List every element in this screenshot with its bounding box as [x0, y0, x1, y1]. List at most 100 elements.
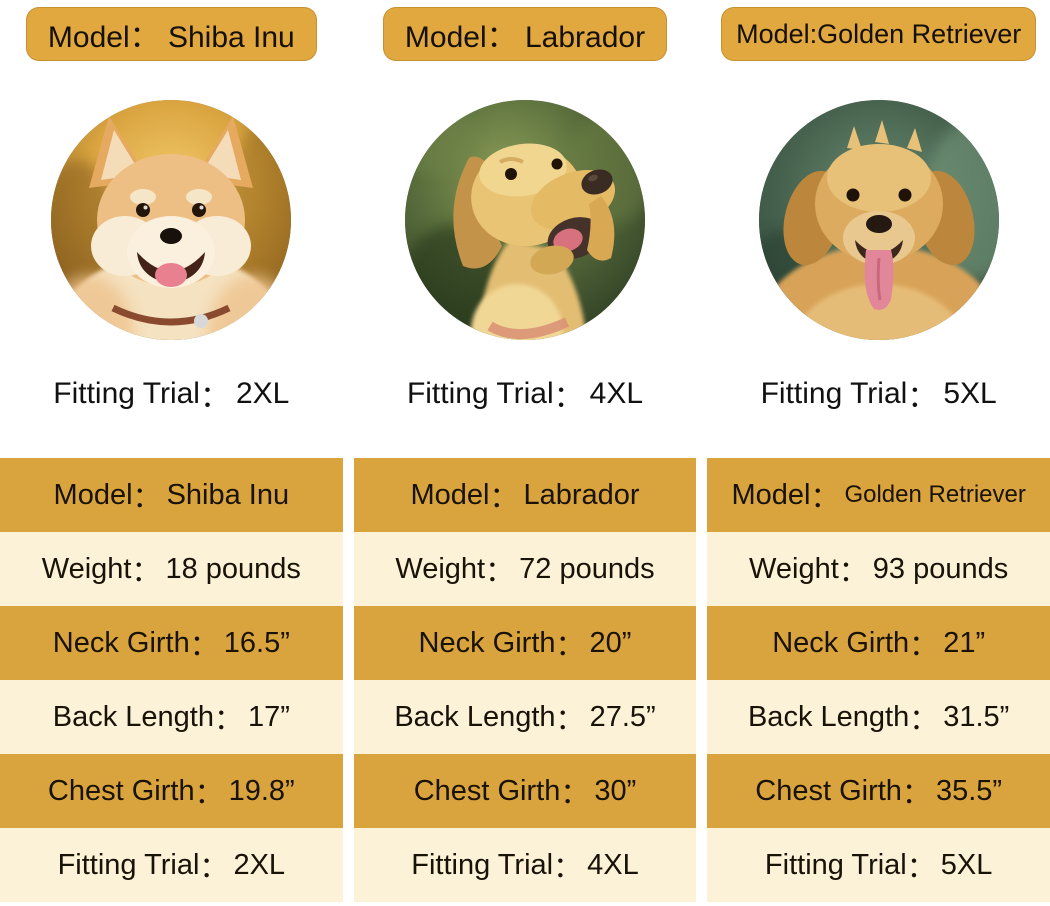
row-label: Chest Girth — [413, 774, 561, 807]
row-label: Neck Girth — [772, 626, 910, 659]
row-label: Weight — [41, 552, 132, 585]
fitting-trial-caption: Fitting Trial： 5XL — [760, 376, 997, 414]
table-row-neck-girth: Neck Girth： 21” — [707, 606, 1050, 680]
model-badge-shiba-inu: Model： Shiba Inu — [25, 7, 317, 61]
fitting-trial-label: Fitting Trial — [406, 377, 554, 410]
spec-table-shiba-inu: Model： Shiba Inu Weight： 18 pounds Neck Gi… — [0, 458, 343, 902]
table-row-fitting-trial: Fitting Trial： 5XL — [707, 828, 1050, 902]
fitting-trial-caption: Fitting Trial： 4XL — [406, 376, 644, 414]
colon: ： — [131, 556, 161, 588]
row-value: Golden Retriever — [844, 481, 1026, 508]
table-row-chest-girth: Chest Girth： 30” — [353, 754, 697, 828]
row-label: Weight — [395, 552, 486, 585]
fitting-trial-label: Fitting Trial — [53, 377, 200, 410]
dog-photo-shiba-inu — [51, 100, 292, 340]
table-row-model: Model： Shiba Inu — [0, 458, 343, 532]
table-row-chest-girth: Chest Girth： 19.8” — [0, 754, 343, 828]
row-label: Model — [53, 478, 133, 511]
column-shiba-inu: Model： Shiba Inu — [0, 0, 343, 906]
row-label: Back Length — [747, 700, 910, 733]
colon: ： — [560, 778, 590, 810]
model-badge-golden-retriever: Model:Golden Retriever — [721, 7, 1037, 61]
colon: ： — [489, 482, 519, 514]
row-value: 5XL — [940, 848, 993, 881]
row-value: Shiba Inu — [166, 478, 290, 511]
row-value: 31.5” — [943, 700, 1010, 733]
table-row-neck-girth: Neck Girth： 16.5” — [0, 606, 343, 680]
fitting-trial-caption: Fitting Trial： 2XL — [53, 376, 290, 414]
row-label: Fitting Trial — [57, 848, 200, 881]
row-value: 16.5” — [223, 626, 290, 659]
table-row-fitting-trial: Fitting Trial： 2XL — [0, 828, 343, 902]
colon: ： — [906, 852, 936, 884]
model-badge-labrador: Model： Labrador — [382, 7, 668, 61]
colon: ： — [901, 778, 931, 810]
colon: ： — [810, 482, 840, 514]
row-label: Back Length — [52, 700, 214, 733]
table-row-neck-girth: Neck Girth： 20” — [353, 606, 697, 680]
colon: ： — [838, 556, 868, 588]
row-label: Model — [410, 478, 490, 511]
row-label: Neck Girth — [418, 626, 556, 659]
labrador-illustration — [404, 100, 645, 340]
fitting-trial-value: 2XL — [235, 377, 290, 410]
colon: ： — [907, 381, 938, 414]
fitting-trial-value: 4XL — [589, 377, 644, 410]
row-value: 4XL — [587, 848, 639, 881]
colon: ： — [909, 630, 939, 662]
fitting-trial-value: 5XL — [943, 377, 997, 410]
fitting-trial-label: Fitting Trial — [760, 377, 908, 410]
row-label: Weight — [749, 552, 839, 585]
table-row-back-length: Back Length： 27.5” — [353, 680, 697, 754]
colon: ： — [909, 704, 939, 736]
row-value: 18 pounds — [165, 552, 301, 585]
golden-retriever-illustration — [758, 100, 999, 340]
colon: ： — [194, 778, 224, 810]
row-label: Back Length — [394, 700, 556, 733]
column-golden-retriever: Model:Golden Retriever — [707, 0, 1050, 906]
colon: ： — [485, 556, 515, 588]
row-value: 30” — [594, 774, 637, 807]
row-value: Labrador — [523, 478, 640, 511]
row-label: Chest Girth — [755, 774, 902, 807]
table-row-fitting-trial: Fitting Trial： 4XL — [353, 828, 697, 902]
row-value: 2XL — [233, 848, 286, 881]
dog-photo-golden-retriever — [758, 100, 999, 340]
table-row-weight: Weight： 72 pounds — [353, 532, 697, 606]
row-value: 93 pounds — [872, 552, 1009, 585]
row-label: Neck Girth — [52, 626, 190, 659]
colon: ： — [553, 852, 583, 884]
row-value: 27.5” — [589, 700, 656, 733]
colon: ： — [213, 704, 243, 736]
colon: ： — [555, 630, 585, 662]
row-value: 35.5” — [935, 774, 1003, 807]
dog-photo-labrador — [404, 100, 645, 340]
spec-table-golden-retriever: Model： Golden Retriever Weight： 93 pounds … — [707, 458, 1050, 902]
shiba-inu-illustration — [51, 100, 292, 340]
row-value: 20” — [589, 626, 632, 659]
row-label: Model — [731, 478, 811, 511]
row-label: Chest Girth — [47, 774, 195, 807]
table-row-model: Model： Golden Retriever — [707, 458, 1050, 532]
colon: ： — [555, 704, 585, 736]
table-row-back-length: Back Length： 31.5” — [707, 680, 1050, 754]
row-value: 72 pounds — [519, 552, 655, 585]
colon: ： — [199, 852, 229, 884]
table-row-model: Model： Labrador — [353, 458, 697, 532]
spec-table-labrador: Model： Labrador Weight： 72 pounds Neck Gir… — [353, 458, 697, 902]
colon: ： — [189, 630, 219, 662]
colon: ： — [199, 381, 230, 414]
column-labrador: Model： Labrador — [353, 0, 697, 906]
table-row-weight: Weight： 93 pounds — [707, 532, 1050, 606]
colon: ： — [553, 381, 584, 414]
row-value: 17” — [247, 700, 290, 733]
table-row-chest-girth: Chest Girth： 35.5” — [707, 754, 1050, 828]
table-row-weight: Weight： 18 pounds — [0, 532, 343, 606]
table-row-back-length: Back Length： 17” — [0, 680, 343, 754]
row-value: 19.8” — [228, 774, 295, 807]
row-value: 21” — [943, 626, 986, 659]
colon: ： — [132, 482, 162, 514]
row-label: Fitting Trial — [764, 848, 907, 881]
row-label: Fitting Trial — [411, 848, 554, 881]
